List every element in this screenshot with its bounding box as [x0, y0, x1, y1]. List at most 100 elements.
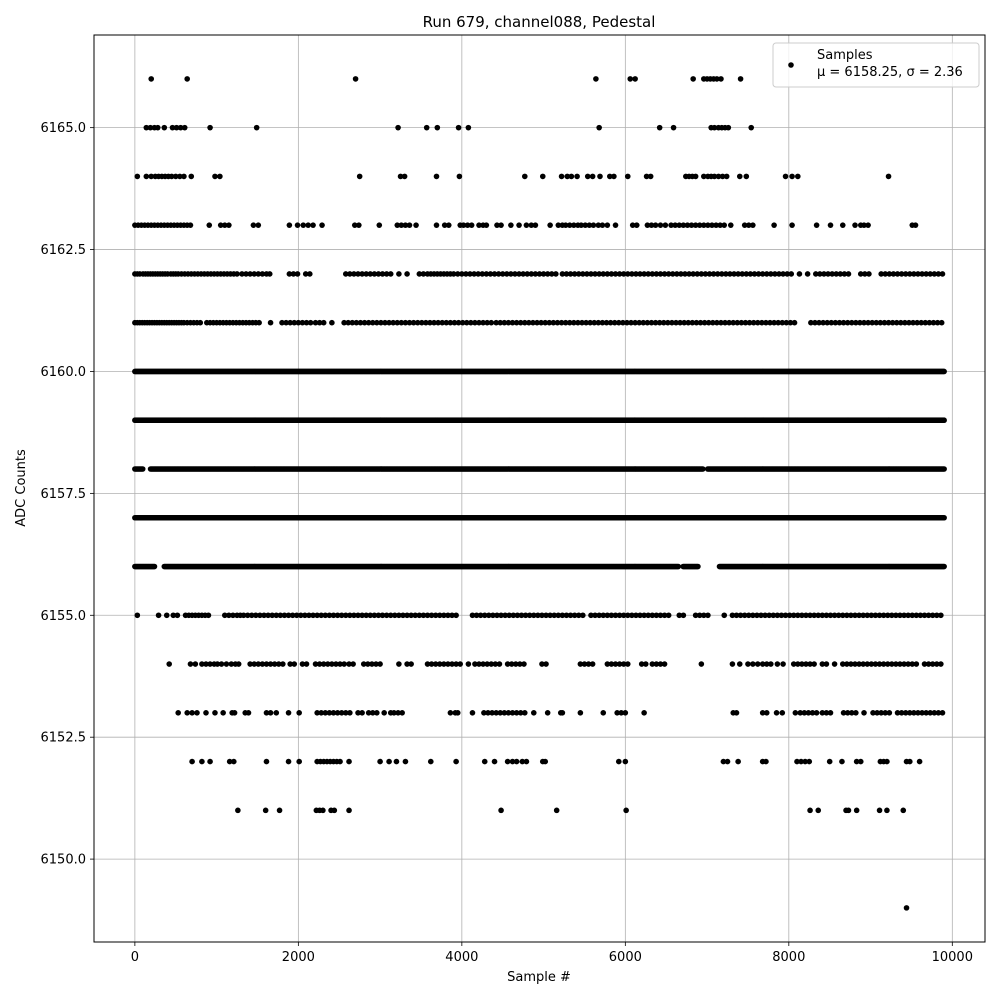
sample-point — [608, 612, 615, 619]
sample-point — [134, 612, 141, 619]
sample-point — [881, 319, 888, 326]
sample-point — [759, 271, 766, 277]
sample-point — [673, 319, 679, 326]
sample-point — [715, 173, 722, 180]
sample-point — [816, 319, 822, 326]
sample-point — [941, 466, 947, 472]
sample-point — [885, 173, 892, 180]
sample-point — [690, 76, 696, 82]
sample-point — [273, 612, 280, 619]
sample-point — [559, 271, 566, 277]
sample-point — [775, 319, 781, 326]
sample-point — [562, 319, 569, 326]
sample-point — [893, 319, 900, 326]
sample-point — [251, 661, 258, 667]
sample-point — [423, 319, 429, 326]
sample-point — [714, 319, 720, 326]
sample-point — [329, 319, 335, 326]
sample-point — [901, 612, 907, 619]
sample-point — [283, 319, 289, 326]
sample-point — [346, 661, 352, 667]
sample-point — [285, 612, 292, 619]
sample-point — [714, 76, 720, 82]
sample-point — [253, 124, 260, 131]
sample-point — [782, 612, 789, 619]
sample-point — [427, 319, 433, 326]
sample-point — [502, 612, 508, 619]
sample-point — [697, 319, 704, 326]
sample-point — [738, 319, 745, 326]
sample-point — [869, 319, 875, 326]
sample-point — [678, 271, 684, 277]
sample-point — [661, 612, 668, 619]
sample-point — [428, 661, 435, 667]
sample-point — [390, 319, 396, 326]
sample-point — [521, 173, 528, 180]
sample-point — [811, 661, 817, 667]
sample-point — [532, 222, 539, 228]
sample-point — [596, 124, 602, 131]
sample-point — [439, 319, 446, 326]
sample-point — [771, 222, 777, 228]
sample-point — [941, 514, 947, 521]
sample-point — [139, 466, 146, 472]
sample-point — [184, 76, 190, 82]
sample-point — [584, 173, 591, 180]
sample-point — [880, 612, 887, 619]
sample-point — [508, 271, 514, 277]
sample-point — [564, 173, 571, 180]
sample-point — [632, 319, 638, 326]
sample-point — [779, 319, 786, 326]
sample-point — [860, 661, 866, 667]
sample-point — [261, 612, 267, 619]
sample-point — [604, 661, 611, 667]
sample-point — [548, 271, 555, 277]
sample-point — [244, 612, 251, 619]
sample-point — [608, 271, 615, 277]
sample-point — [680, 612, 687, 619]
sample-point — [890, 271, 897, 277]
sample-point — [303, 319, 310, 326]
sample-point — [772, 271, 778, 277]
sample-point — [831, 661, 838, 667]
sample-point — [705, 319, 712, 326]
sample-point — [864, 661, 871, 667]
sample-point — [611, 173, 617, 180]
sample-point — [453, 612, 459, 619]
sample-point — [819, 661, 826, 667]
sample-point — [748, 124, 755, 131]
sample-point — [320, 319, 327, 326]
sample-point — [357, 319, 364, 326]
sample-point — [294, 271, 301, 277]
sample-point — [657, 612, 664, 619]
sample-point — [517, 661, 523, 667]
sample-point — [424, 612, 431, 619]
sample-point — [250, 222, 257, 228]
sample-point — [375, 271, 382, 277]
sample-point — [624, 319, 630, 326]
sample-point — [727, 222, 734, 228]
sample-point — [230, 612, 236, 619]
sample-point — [170, 612, 177, 619]
sample-point — [143, 124, 150, 131]
sample-point — [734, 319, 741, 326]
sample-point — [371, 271, 378, 277]
sample-point — [521, 319, 528, 326]
sample-point — [677, 319, 683, 326]
sample-point — [505, 319, 512, 326]
sample-point — [629, 222, 636, 228]
sample-point — [376, 222, 383, 228]
sample-point — [730, 319, 737, 326]
sample-point — [612, 661, 619, 667]
sample-point — [786, 612, 793, 619]
sample-point — [914, 319, 920, 326]
sample-point — [567, 612, 574, 619]
sample-point — [918, 319, 925, 326]
sample-point — [547, 222, 553, 228]
sample-point — [643, 173, 650, 180]
sample-point — [558, 319, 565, 326]
sample-point — [338, 612, 345, 619]
sample-point — [538, 319, 544, 326]
sample-point — [813, 222, 820, 228]
sample-point — [819, 612, 826, 619]
